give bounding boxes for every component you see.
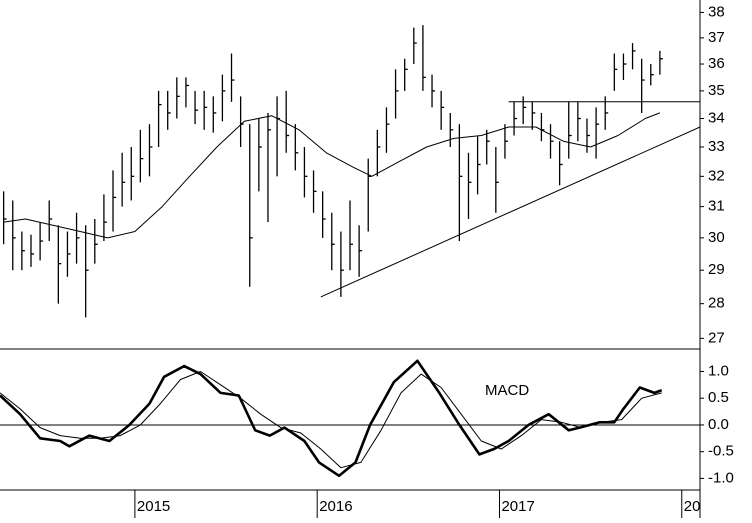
y-tick-label: 0.0 [708, 416, 729, 433]
series-line [3, 112, 661, 239]
series-line [0, 359, 663, 478]
x-tick-label: 2015 [137, 498, 170, 515]
y-tick-label: 27 [708, 329, 725, 346]
trend-line [320, 126, 701, 298]
series-line [0, 371, 662, 469]
y-tick-label: 0.5 [708, 389, 729, 406]
y-tick-label: 36 [708, 55, 725, 72]
x-tick-label: 2017 [501, 498, 534, 515]
y-tick-label: 32 [708, 167, 725, 184]
x-tick-label: 20 [684, 498, 701, 515]
y-tick-label: 33 [708, 138, 725, 155]
y-tick-label: 38 [708, 3, 725, 20]
y-tick-label: 29 [708, 261, 725, 278]
y-tick-label: 28 [708, 295, 725, 312]
y-tick-label: 31 [708, 198, 725, 215]
y-tick-label: -0.5 [708, 443, 734, 460]
x-tick-label: 2016 [319, 498, 352, 515]
y-tick-label: 1.0 [708, 362, 729, 379]
macd-label: MACD [485, 382, 529, 399]
y-tick-label: 34 [708, 109, 725, 126]
y-tick-label: -1.0 [708, 469, 734, 486]
y-tick-label: 30 [708, 229, 725, 246]
y-tick-label: 37 [708, 29, 725, 46]
y-tick-label: 35 [708, 82, 725, 99]
